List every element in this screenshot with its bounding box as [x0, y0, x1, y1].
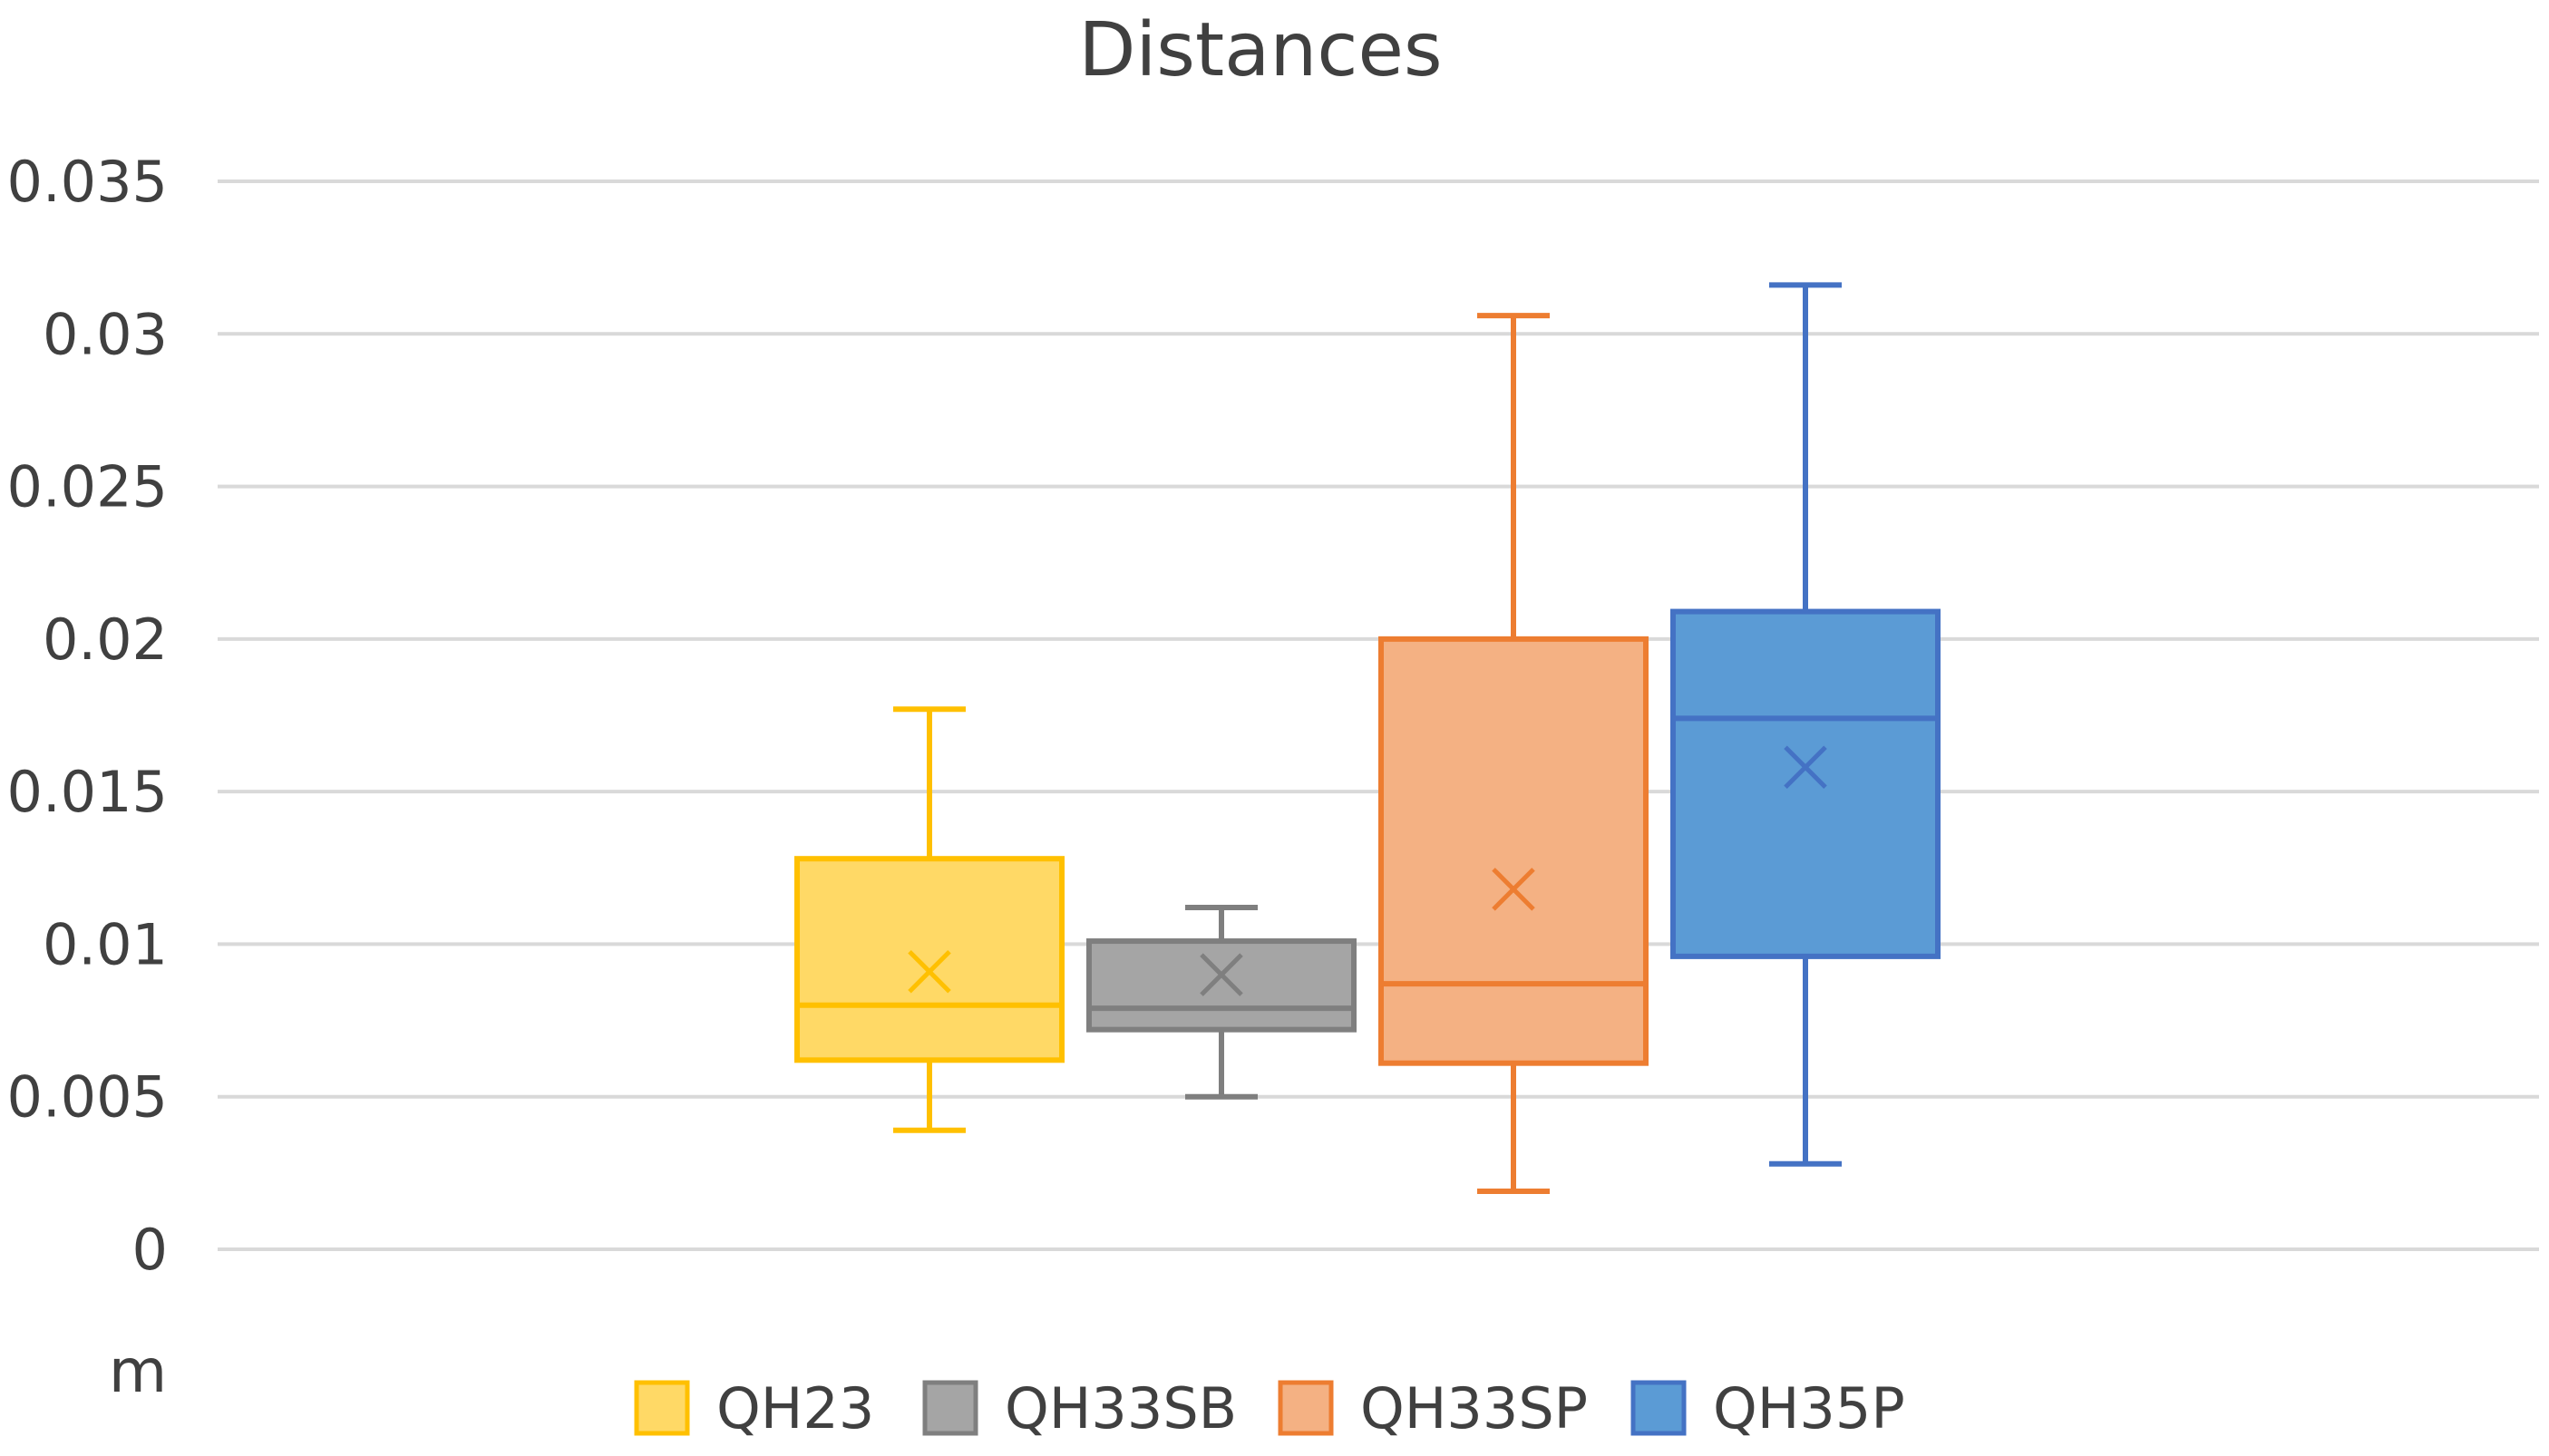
mean-marker [1492, 868, 1535, 911]
legend-swatch [1278, 1380, 1334, 1436]
box-plot-series [794, 282, 1941, 1195]
legend-swatch [922, 1380, 978, 1436]
y-axis-unit-label: m [109, 1336, 167, 1406]
y-tick-label: 0 [132, 1217, 168, 1283]
legend-item-qh35p: QH35P [1630, 1375, 1905, 1441]
legend-label: QH35P [1713, 1375, 1905, 1441]
legend-label: QH33SB [1005, 1375, 1237, 1441]
interquartile-box [1670, 608, 1941, 959]
y-tick-label: 0.015 [7, 759, 169, 825]
box-qh35p [1670, 282, 1941, 1167]
y-tick-label: 0.035 [7, 149, 169, 215]
legend-label: QH33SP [1360, 1375, 1588, 1441]
box-qh23 [794, 706, 1065, 1133]
legend-item-qh33sb: QH33SB [922, 1375, 1237, 1441]
y-tick-label: 0.03 [43, 301, 168, 367]
y-tick-label: 0.025 [7, 454, 169, 520]
mean-marker [1784, 745, 1827, 789]
box-qh33sb [1086, 905, 1357, 1100]
legend-label: QH23 [716, 1375, 874, 1441]
chart-title: Distances [1078, 7, 1442, 93]
legend-item-qh33sp: QH33SP [1278, 1375, 1588, 1441]
y-axis-tick-labels: 0 0.005 0.01 0.015 0.02 0.025 0.03 0.035 [7, 149, 169, 1283]
mean-marker [908, 949, 951, 994]
interquartile-box [1086, 938, 1357, 1033]
y-tick-label: 0.02 [43, 607, 168, 673]
y-tick-label: 0.01 [43, 911, 168, 977]
box-qh33sp [1378, 313, 1649, 1195]
mean-marker [1200, 953, 1243, 996]
legend-swatch [634, 1380, 690, 1436]
interquartile-box [1378, 636, 1649, 1066]
legend-swatch [1630, 1380, 1687, 1436]
legend: QH23 QH33SB QH33SP QH35P [634, 1375, 1905, 1441]
legend-item-qh23: QH23 [634, 1375, 874, 1441]
y-tick-label: 0.005 [7, 1064, 169, 1131]
interquartile-box [794, 856, 1065, 1063]
